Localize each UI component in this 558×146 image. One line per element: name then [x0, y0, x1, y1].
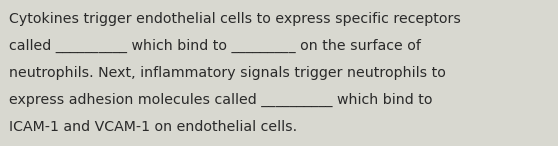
- Text: ICAM-1 and VCAM-1 on endothelial cells.: ICAM-1 and VCAM-1 on endothelial cells.: [9, 120, 297, 134]
- Text: called __________ which bind to _________ on the surface of: called __________ which bind to ________…: [9, 39, 421, 53]
- Text: Cytokines trigger endothelial cells to express specific receptors: Cytokines trigger endothelial cells to e…: [9, 12, 461, 26]
- Text: neutrophils. Next, inflammatory signals trigger neutrophils to: neutrophils. Next, inflammatory signals …: [9, 66, 446, 80]
- Text: express adhesion molecules called __________ which bind to: express adhesion molecules called ______…: [9, 93, 432, 107]
